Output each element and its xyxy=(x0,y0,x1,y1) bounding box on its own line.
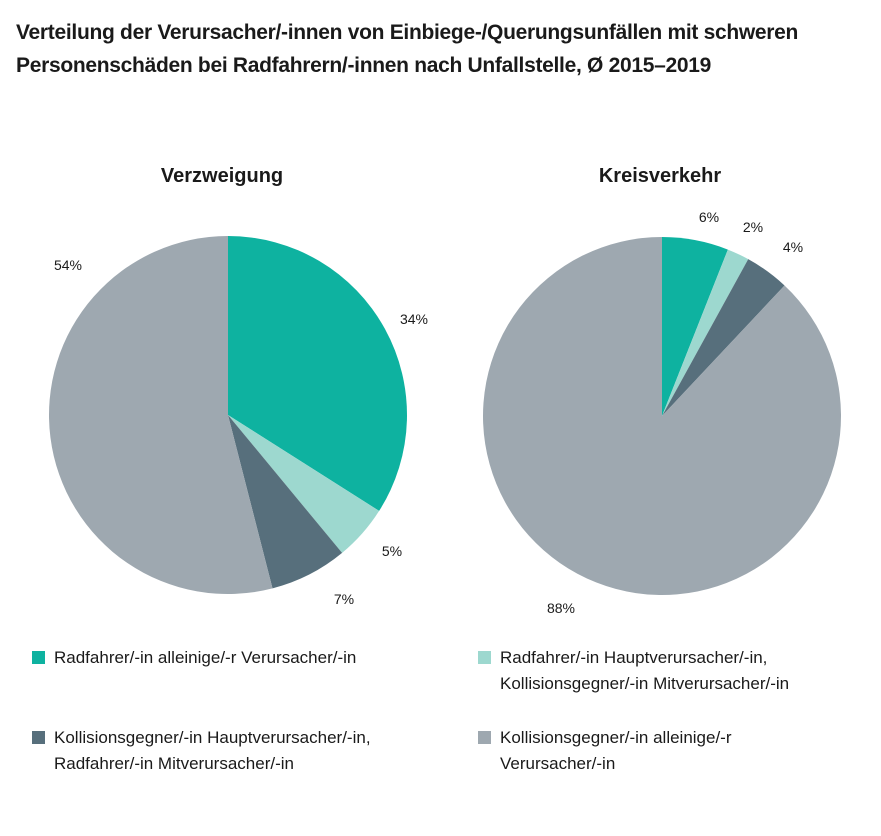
pie-label-verzweigung-3: 54% xyxy=(54,257,82,273)
pie-chart-kreisverkehr: Kreisverkehr 6% 2% 4% 88% xyxy=(482,165,841,616)
legend-label: Kollisionsgegner/-in Hauptverursacher/-i… xyxy=(54,728,371,747)
pie-title-verzweigung: Verzweigung xyxy=(161,165,283,187)
pie-label-kreisverkehr-3: 88% xyxy=(547,600,575,616)
legend-item-radfahrer-alleinig: Radfahrer/-in alleinige/-r Verursacher/-… xyxy=(32,645,356,671)
pie-slice-kreisverkehr-1 xyxy=(662,249,749,416)
legend-item-gegner-alleinig: Kollisionsgegner/-in alleinige/-r Verurs… xyxy=(478,725,732,777)
pie-chart-verzweigung: Verzweigung 34% 5% 7% 54% xyxy=(49,165,428,607)
pie-slice-kreisverkehr-2 xyxy=(662,259,785,416)
legend-swatch xyxy=(32,651,45,664)
legend-swatch xyxy=(32,731,45,744)
legend-label: Kollisionsgegner/-in Mitverursacher/-in xyxy=(500,674,790,693)
pie-label-kreisverkehr-0: 6% xyxy=(699,209,719,225)
pie-slice-verzweigung-0 xyxy=(228,236,407,511)
pie-label-verzweigung-1: 5% xyxy=(382,543,402,559)
legend-label: Kollisionsgegner/-in alleinige/-r xyxy=(500,728,732,747)
legend-item-gegner-haupt: Kollisionsgegner/-in Hauptverursacher/-i… xyxy=(32,725,371,777)
legend-swatch xyxy=(478,651,491,664)
legend-swatch xyxy=(478,731,491,744)
pie-slice-kreisverkehr-0 xyxy=(662,237,728,416)
pie-label-kreisverkehr-2: 4% xyxy=(783,239,803,255)
pie-label-kreisverkehr-1: 2% xyxy=(743,219,763,235)
pie-slice-verzweigung-3 xyxy=(49,236,273,594)
title-line-1: Verteilung der Verursacher/-innen von Ei… xyxy=(16,21,799,44)
pie-slice-kreisverkehr-3 xyxy=(482,237,841,596)
pie-label-verzweigung-0: 34% xyxy=(400,311,428,327)
legend-label: Verursacher/-in xyxy=(500,754,616,773)
chart-title: Verteilung der Verursacher/-innen von Ei… xyxy=(16,16,866,82)
title-line-2: Personenschäden bei Radfahrern/-innen na… xyxy=(16,54,712,77)
legend-label: Radfahrer/-in alleinige/-r Verursacher/-… xyxy=(54,648,357,667)
pie-slice-verzweigung-1 xyxy=(228,415,380,553)
legend-label: Radfahrer/-in Hauptverursacher/-in, xyxy=(500,648,768,667)
legend-item-radfahrer-haupt: Radfahrer/-in Hauptverursacher/-in, Koll… xyxy=(478,645,789,697)
pie-slice-verzweigung-2 xyxy=(228,415,343,589)
pie-label-verzweigung-2: 7% xyxy=(334,591,354,607)
legend-label: Radfahrer/-in Mitverursacher/-in xyxy=(54,754,294,773)
pie-title-kreisverkehr: Kreisverkehr xyxy=(599,165,722,187)
